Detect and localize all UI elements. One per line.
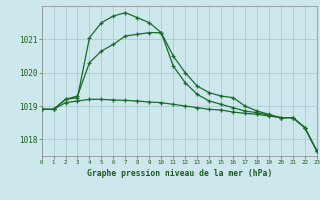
X-axis label: Graphe pression niveau de la mer (hPa): Graphe pression niveau de la mer (hPa)	[87, 169, 272, 178]
